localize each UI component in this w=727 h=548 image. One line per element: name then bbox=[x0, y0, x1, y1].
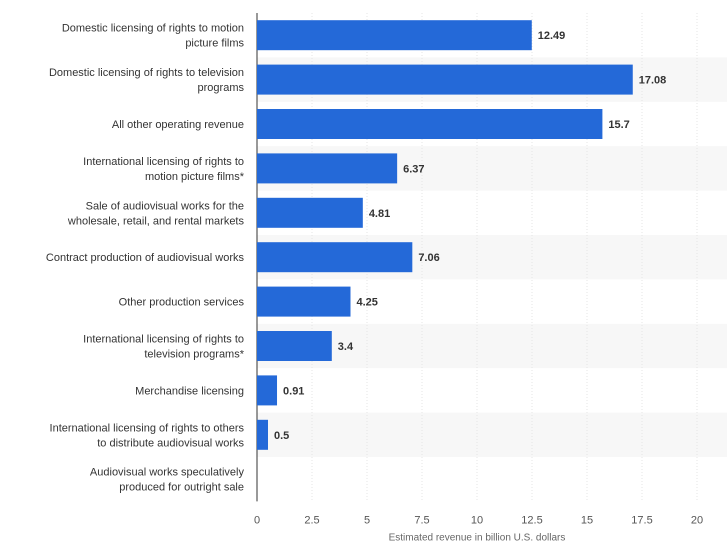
category-label: Merchandise licensing bbox=[135, 385, 244, 397]
row-band bbox=[257, 412, 727, 457]
bar[interactable] bbox=[257, 375, 278, 406]
x-axis-title: Estimated revenue in billion U.S. dollar… bbox=[389, 532, 566, 543]
bar[interactable] bbox=[257, 197, 363, 228]
category-label: International licensing of rights to tele… bbox=[83, 334, 245, 361]
category-label: Domestic licensing of rights to motion pi… bbox=[62, 23, 245, 50]
data-label: 4.81 bbox=[369, 208, 390, 220]
x-tick-label: 20 bbox=[691, 514, 703, 526]
data-label: 6.37 bbox=[403, 163, 424, 175]
bar[interactable] bbox=[257, 64, 633, 95]
row-bands bbox=[257, 57, 727, 457]
category-label: Other production services bbox=[119, 297, 245, 309]
x-tick-label: 17.5 bbox=[631, 514, 652, 526]
data-label: 4.25 bbox=[357, 297, 378, 309]
category-label: All other operating revenue bbox=[112, 119, 244, 131]
category-label: International licensing of rights to moti… bbox=[83, 156, 245, 183]
x-tick-label: 7.5 bbox=[414, 514, 429, 526]
category-label: International licensing of rights to oth… bbox=[50, 422, 245, 449]
bar[interactable] bbox=[257, 20, 532, 51]
bar[interactable] bbox=[257, 109, 603, 139]
x-tick-label: 0 bbox=[254, 514, 260, 526]
data-label: 12.49 bbox=[538, 30, 566, 42]
category-label: Sale of audiovisual works for the wholesa… bbox=[67, 200, 245, 227]
data-label: 15.7 bbox=[608, 119, 629, 131]
category-labels: Domestic licensing of rights to motion pi… bbox=[46, 23, 245, 494]
bar[interactable] bbox=[257, 419, 268, 450]
bar[interactable] bbox=[257, 286, 351, 317]
bar[interactable] bbox=[257, 242, 413, 273]
bars bbox=[257, 20, 633, 450]
category-label: Contract production of audiovisual works bbox=[46, 252, 245, 264]
x-tick-labels: 0 2.5 5 7.5 10 12.5 15 17.5 20 bbox=[254, 514, 703, 526]
data-label: 3.4 bbox=[338, 341, 354, 353]
x-tick-label: 12.5 bbox=[521, 514, 542, 526]
data-label: 17.08 bbox=[639, 75, 667, 87]
x-tick-label: 2.5 bbox=[304, 514, 319, 526]
category-label: Domestic licensing of rights to televisi… bbox=[49, 67, 245, 94]
x-tick-label: 5 bbox=[364, 514, 370, 526]
category-label: Audiovisual works speculatively produced … bbox=[90, 467, 245, 494]
row-band bbox=[257, 323, 727, 369]
x-tick-label: 15 bbox=[581, 514, 593, 526]
bar[interactable] bbox=[257, 331, 332, 361]
bar[interactable] bbox=[257, 153, 398, 184]
value-labels: 12.49 17.08 15.7 6.37 4.81 7.06 4.25 3.4 0.91 0.5 bbox=[274, 30, 666, 442]
data-label: 0.5 bbox=[274, 430, 289, 442]
data-label: 7.06 bbox=[418, 252, 439, 264]
x-tick-label: 10 bbox=[471, 514, 483, 526]
data-label: 0.91 bbox=[283, 385, 304, 397]
